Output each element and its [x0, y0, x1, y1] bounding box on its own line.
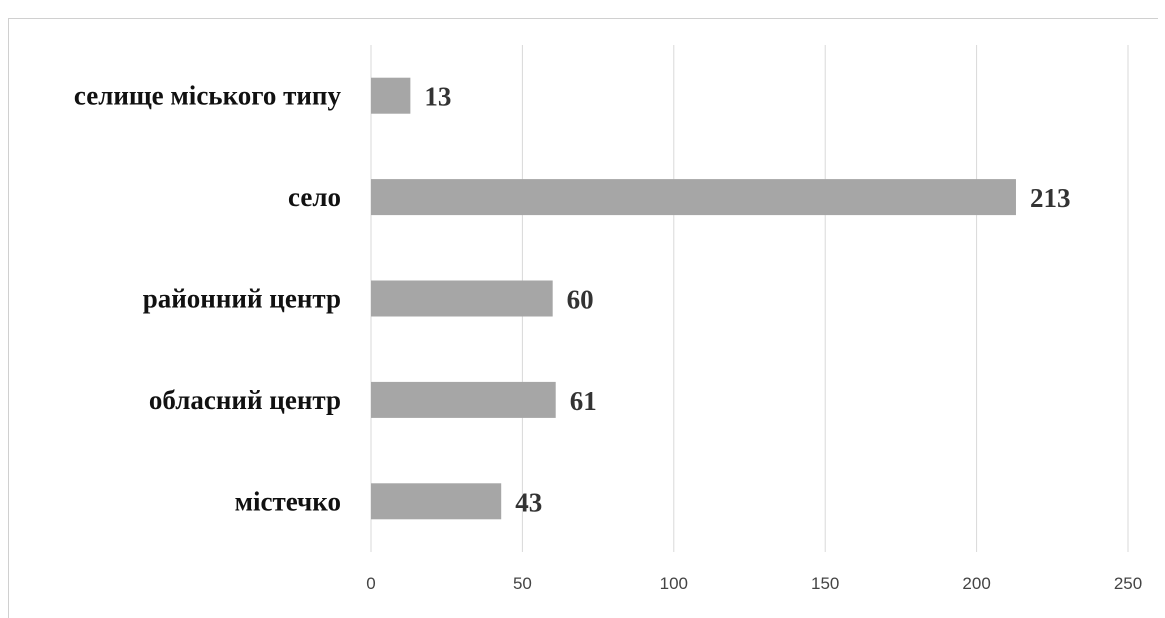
x-tick-label: 100 [660, 574, 688, 593]
x-tick-label: 150 [811, 574, 839, 593]
data-label: 43 [515, 487, 542, 517]
x-tick-label: 50 [513, 574, 532, 593]
chart-frame [8, 18, 1158, 618]
data-labels: 13 213 60 61 43 [424, 82, 1070, 518]
bar [371, 381, 556, 418]
category-label: районний центр [143, 284, 341, 314]
bar [371, 280, 553, 317]
bar [371, 179, 1016, 216]
x-tick-label: 0 [366, 574, 375, 593]
bar-chart: селище міського типу село районний центр об… [74, 45, 1142, 593]
category-label: селище міського типу [74, 81, 342, 111]
bar [371, 77, 411, 114]
x-tick-label: 200 [962, 574, 990, 593]
bars [371, 77, 1016, 520]
category-label: містечко [235, 486, 341, 516]
category-label: обласний центр [149, 385, 341, 415]
data-label: 60 [567, 285, 594, 315]
bar [371, 483, 502, 520]
data-label: 61 [570, 386, 597, 416]
category-label: село [288, 182, 341, 212]
x-axis-ticks: 0 50 100 150 200 250 [366, 574, 1142, 593]
data-label: 13 [424, 82, 451, 112]
data-label: 213 [1030, 183, 1071, 213]
x-tick-label: 250 [1114, 574, 1142, 593]
category-labels: селище міського типу село районний центр об… [74, 81, 342, 517]
